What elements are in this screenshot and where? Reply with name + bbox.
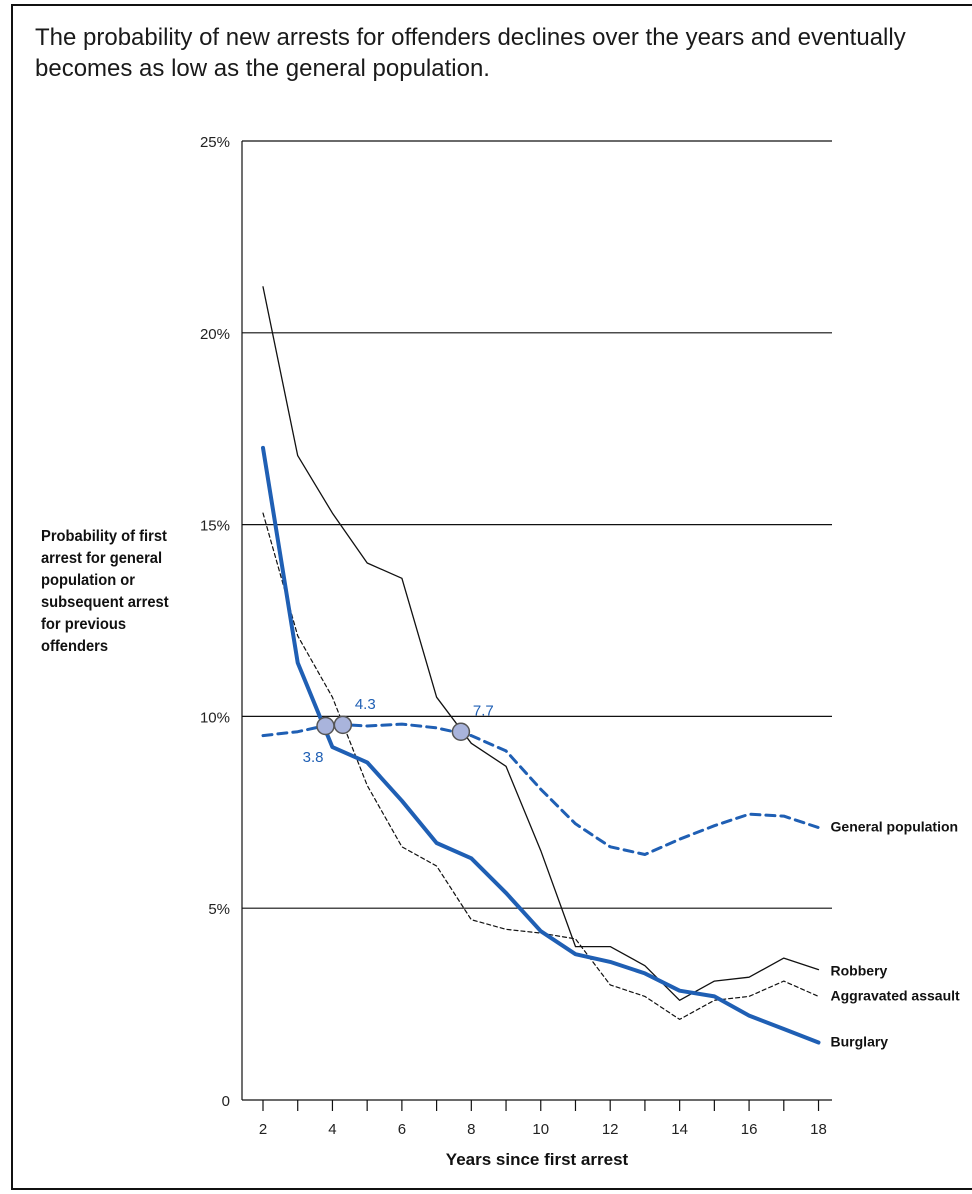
series-label-robbery: Robbery: [831, 963, 888, 979]
x-tick-label-2: 2: [259, 1121, 267, 1138]
series-line-general-population: [261, 722, 820, 856]
annotation-label-4.3: 4.3: [355, 696, 376, 713]
y-tick-label-15: 15%: [200, 518, 230, 535]
annotation-label-7.7: 7.7: [473, 703, 494, 720]
x-tick-label-14: 14: [671, 1121, 688, 1138]
series-labels: General population Robbery Aggravated assa…: [831, 819, 960, 1050]
chart-frame: The probability of new arrests for offen…: [11, 4, 972, 1190]
series-line-burglary: [261, 445, 821, 1045]
x-tick-label-10: 10: [532, 1121, 549, 1138]
series-label-aggravated-assault: Aggravated assault: [831, 987, 960, 1003]
intersection-marker-7.7: [451, 722, 471, 741]
y-tick-label-10: 10%: [200, 709, 230, 726]
x-tick-label-18: 18: [810, 1121, 827, 1138]
x-tick-label-8: 8: [467, 1121, 475, 1138]
series-label-burglary: Burglary: [831, 1033, 889, 1049]
y-axis-ticks: 0 5% 10% 15% 20% 25%: [200, 134, 230, 1110]
y-tick-label-5: 5%: [208, 901, 230, 918]
x-axis-label: Years since first arrest: [446, 1150, 629, 1169]
x-tick-label-6: 6: [398, 1121, 406, 1138]
y-tick-label-20: 20%: [200, 326, 230, 343]
annotation-label-3.8: 3.8: [303, 749, 324, 766]
intersection-markers: 3.8 4.3 7.7: [303, 696, 494, 766]
x-tick-label-4: 4: [328, 1121, 336, 1138]
y-tick-label-25: 25%: [200, 134, 230, 151]
x-tick-label-12: 12: [602, 1121, 619, 1138]
y-axis-label: Probability of first arrest for general …: [41, 528, 169, 655]
axes: [241, 141, 832, 1101]
series-lines: [261, 286, 821, 1045]
x-tick-label-16: 16: [741, 1121, 758, 1138]
grid-lines: [242, 140, 832, 909]
y-tick-label-0: 0: [222, 1093, 230, 1110]
intersection-marker-3.8: [316, 716, 335, 736]
series-line-aggravated-assault: [262, 512, 820, 1021]
chart-title: The probability of new arrests for offen…: [35, 24, 906, 82]
series-label-general-population: General population: [831, 819, 959, 835]
intersection-marker-4.3: [333, 715, 353, 735]
x-axis-ticks: 2 4 6 8 10 12 14 16 18: [259, 1100, 827, 1138]
series-line-robbery: [262, 286, 820, 1001]
